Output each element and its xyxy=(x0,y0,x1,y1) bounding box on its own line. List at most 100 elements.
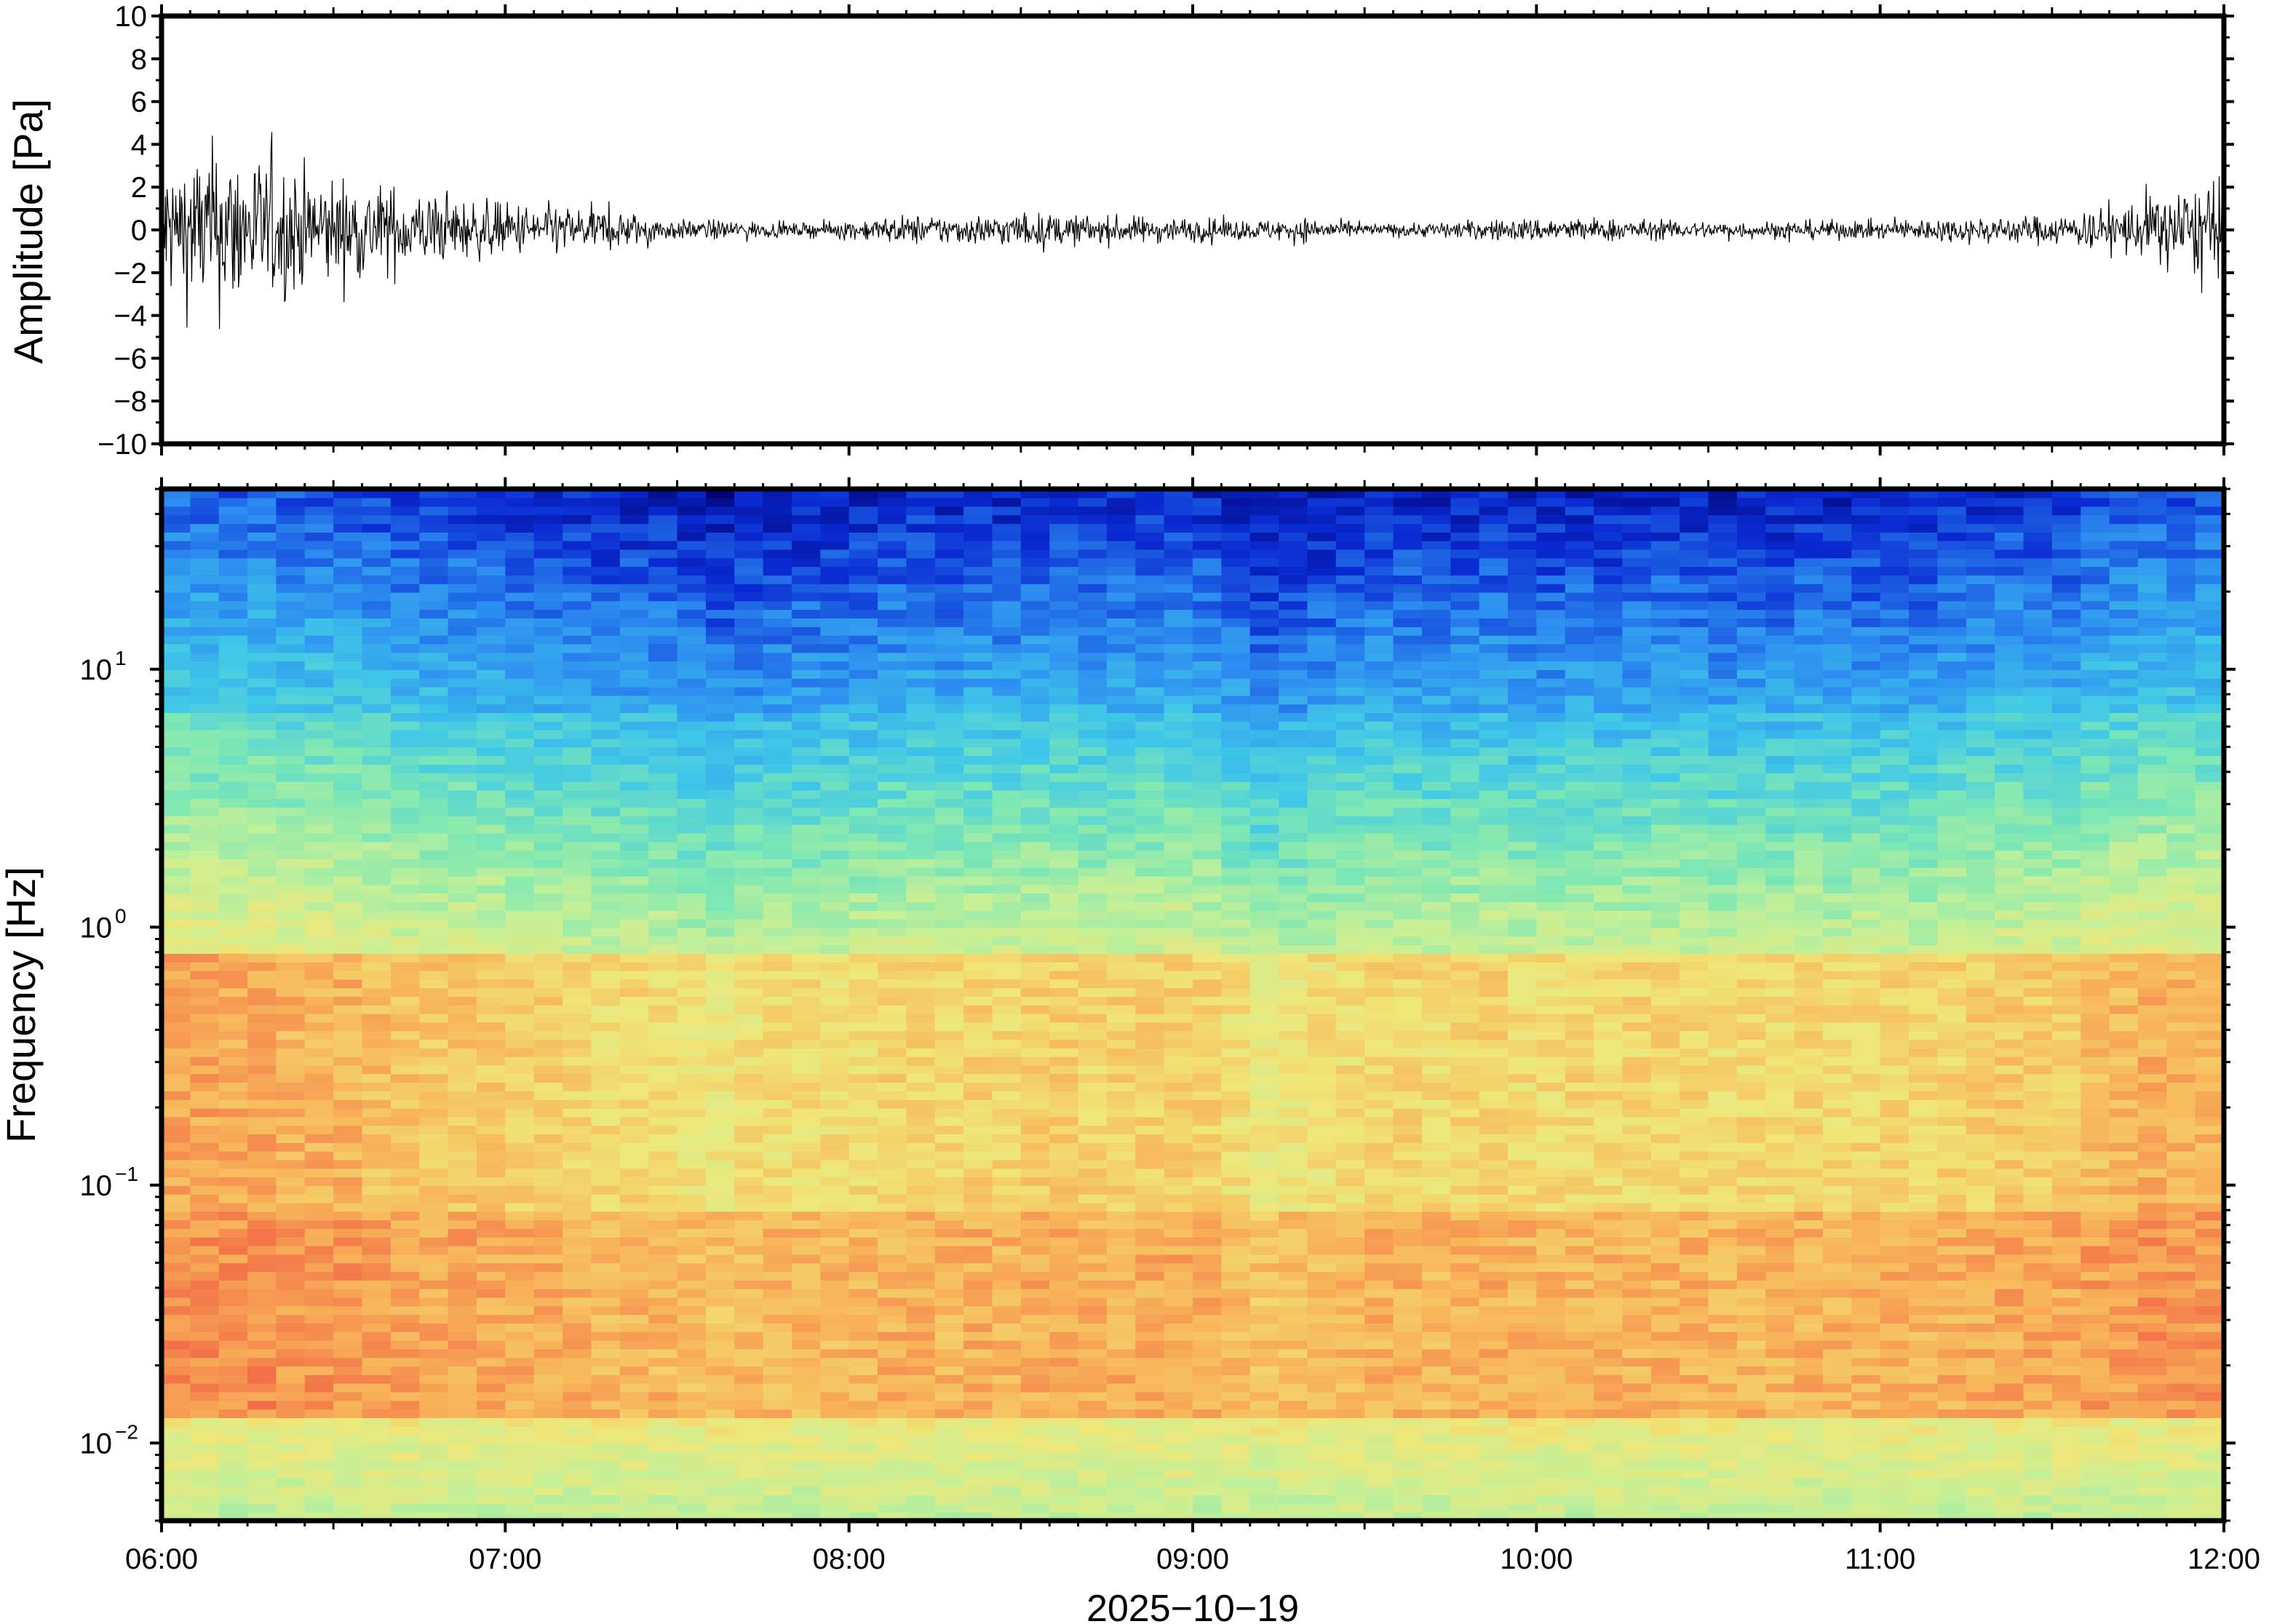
spectrogram-cell xyxy=(477,1219,506,1229)
spectrogram-cell xyxy=(304,1237,334,1246)
spectrogram-cell xyxy=(505,661,535,670)
spectrogram-cell xyxy=(247,832,277,843)
spectrogram-cell xyxy=(362,798,392,808)
spectrogram-cell xyxy=(734,1211,764,1221)
spectrogram-cell xyxy=(734,910,764,920)
spectrogram-cell xyxy=(362,643,392,653)
spectrogram-cell xyxy=(1020,1134,1050,1143)
spectrogram-cell xyxy=(1106,1391,1137,1401)
spectrogram-cell xyxy=(763,557,792,568)
spectrogram-cell xyxy=(333,634,363,645)
spectrogram-cell xyxy=(963,747,993,757)
spectrogram-cell xyxy=(906,859,936,868)
spectrogram-cell xyxy=(1279,1048,1308,1057)
spectrogram-cell xyxy=(533,1297,563,1307)
spectrogram-cell xyxy=(734,1039,764,1048)
spectrogram-cell xyxy=(477,841,506,851)
spectrogram-cell xyxy=(906,807,936,816)
spectrogram-cell xyxy=(477,961,506,971)
spectrogram-cell xyxy=(390,867,421,877)
spectrogram-cell xyxy=(705,1150,736,1161)
spectrogram-cell xyxy=(390,944,421,954)
spectrogram-cell xyxy=(878,1116,907,1126)
spectrogram-cell xyxy=(934,1073,964,1083)
spectrogram-cell xyxy=(849,918,878,928)
spectrogram-cell xyxy=(1135,789,1165,800)
spectrogram-cell xyxy=(190,592,220,602)
spectrogram-cell xyxy=(247,686,277,696)
spectrogram-cell xyxy=(1135,1048,1165,1057)
spectrogram-cell xyxy=(1135,867,1165,877)
spectrogram-cell xyxy=(878,712,907,722)
spectrogram-cell xyxy=(934,1400,964,1410)
spectrogram-cell xyxy=(448,961,477,971)
spectrogram-cell xyxy=(763,918,792,928)
spectrogram-cell xyxy=(619,1305,649,1315)
spectrogram-cell xyxy=(362,686,392,696)
spectrogram-cell xyxy=(1221,1452,1251,1462)
spectrogram-cell xyxy=(906,506,936,516)
spectrogram-cell xyxy=(162,506,191,516)
spectrogram-cell xyxy=(477,1048,506,1057)
spectrogram-cell xyxy=(505,901,535,911)
spectrogram-cell xyxy=(1164,884,1193,894)
spectrogram-cell xyxy=(878,1254,907,1264)
spectrogram-cell xyxy=(734,584,764,593)
spectrogram-cell xyxy=(763,755,792,765)
spectrogram-cell xyxy=(333,523,363,533)
spectrogram-cell xyxy=(563,961,592,971)
spectrogram-cell xyxy=(591,1177,621,1186)
spectrogram-cell xyxy=(218,1048,248,1057)
spectrogram-cell xyxy=(878,1271,907,1281)
spectrogram-cell xyxy=(1221,1064,1251,1075)
spectrogram-cell xyxy=(505,1340,535,1350)
spectrogram-cell xyxy=(963,953,993,963)
spectrogram-cell xyxy=(878,1030,907,1040)
spectrogram-cell xyxy=(448,1168,477,1178)
spectrogram-cell xyxy=(820,1305,850,1315)
spectrogram-cell xyxy=(878,1245,907,1255)
spectrogram-cell xyxy=(362,514,392,525)
spectrogram-cell xyxy=(763,1202,792,1212)
spectrogram-cell xyxy=(820,1150,850,1161)
spectrogram-cell xyxy=(390,1039,421,1048)
spectrogram-cell xyxy=(763,1237,792,1246)
spectrogram-cell xyxy=(162,953,191,963)
spectrogram-cell xyxy=(677,1280,707,1289)
spectrogram-cell xyxy=(218,1082,248,1091)
spectrogram-cell xyxy=(791,1194,822,1203)
spectrogram-cell xyxy=(247,1073,277,1083)
spectrogram-cell xyxy=(1135,1469,1165,1478)
spectrogram-cell xyxy=(390,1417,421,1427)
spectrogram-cell xyxy=(1078,1297,1108,1307)
spectrogram-cell xyxy=(1249,1022,1279,1032)
spectrogram-cell xyxy=(276,584,306,593)
spectrogram-cell xyxy=(734,1168,764,1178)
spectrogram-cell xyxy=(505,1082,535,1091)
spectrogram-cell xyxy=(276,1211,306,1221)
spectrogram-cell xyxy=(992,1503,1022,1513)
spectrogram-cell xyxy=(362,987,392,997)
spectrogram-cell xyxy=(563,1159,592,1169)
spectrogram-cell xyxy=(1020,1305,1050,1315)
spectrogram-cell xyxy=(849,893,878,902)
spectrogram-cell xyxy=(1078,626,1108,636)
spectrogram-cell xyxy=(1279,1289,1308,1298)
spectrogram-cell xyxy=(419,1340,449,1350)
spectrogram-cell xyxy=(648,686,678,696)
spectrogram-cell xyxy=(362,1073,392,1083)
spectrogram-cell xyxy=(820,497,850,507)
spectrogram-cell xyxy=(763,841,792,851)
spectrogram-cell xyxy=(1106,1417,1137,1427)
spectrogram-cell xyxy=(563,1091,592,1100)
spectrogram-cell xyxy=(705,773,736,782)
spectrogram-cell xyxy=(1020,704,1050,713)
spectrogram-cell xyxy=(619,1039,649,1048)
spectrogram-cell xyxy=(934,1116,964,1126)
spectrogram-cell xyxy=(705,764,736,773)
spectrogram-cell xyxy=(1193,497,1223,507)
spectrogram-cell xyxy=(1221,1477,1251,1487)
spectrogram-cell xyxy=(992,755,1022,765)
spectrogram-cell xyxy=(190,1228,220,1238)
spectrogram-cell xyxy=(619,1262,649,1273)
